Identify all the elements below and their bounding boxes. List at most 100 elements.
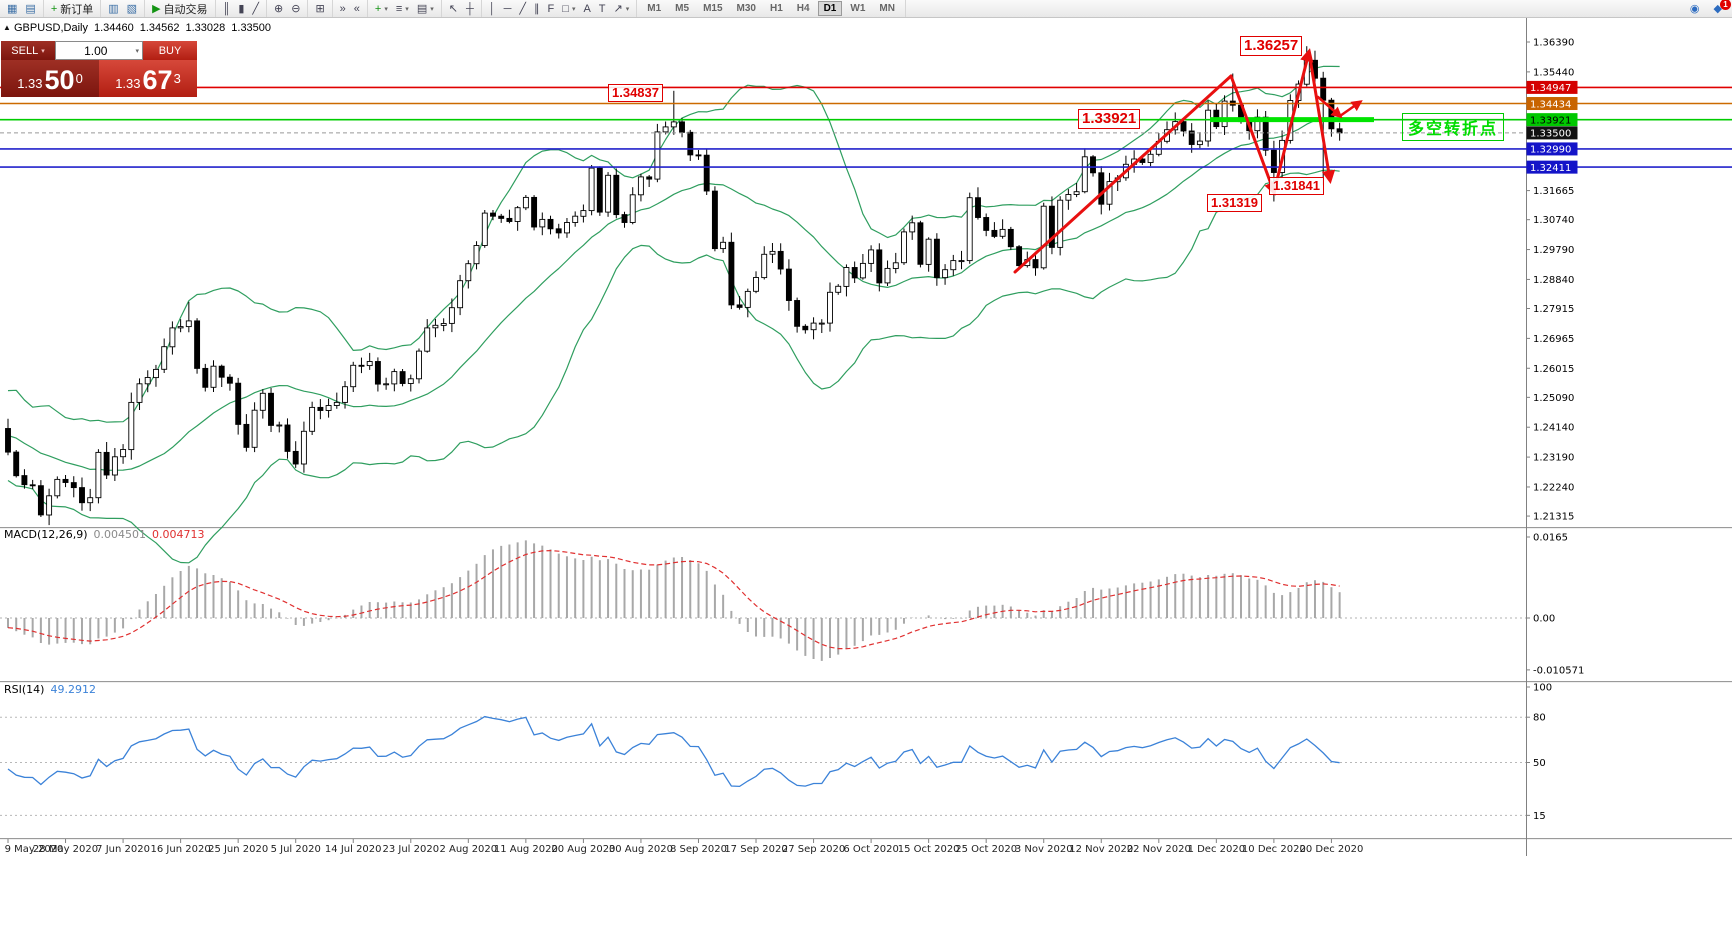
candle [744,288,751,318]
label-icon-icon: T [598,2,606,15]
macd-signal-line [7,549,1340,650]
autotrading-button[interactable]: ▶ 自动交易 [148,1,211,17]
trendline-icon[interactable]: ╱ [515,1,530,17]
indicators-button[interactable]: + ▾ [371,1,392,17]
bar-chart-mode-icon[interactable]: ║ [219,1,235,17]
vertical-line-icon[interactable]: │ [485,1,500,17]
timeframe-d1[interactable]: D1 [817,1,843,16]
sell-dropdown-icon[interactable]: ▾ [41,47,45,55]
templates-button[interactable]: ▤ ▾ [413,1,438,17]
trendline-object[interactable] [1272,48,1314,194]
rsi-axis-label: 15 [1533,811,1546,822]
macd-panel[interactable]: 0.0165 0.00 -0.010571 MACD(12,26,9) 0.004501… [0,528,1584,676]
timeframe-mn[interactable]: MN [879,3,895,14]
timeframe-m1[interactable]: M1 [647,3,662,14]
fibonacci-icon[interactable]: F [544,1,559,17]
candle [153,364,159,387]
buy-button[interactable]: 1.33 67 3 [99,60,197,97]
candle [572,211,579,227]
candle [21,469,28,489]
notifications-icon[interactable]: ◆ 1 [1710,0,1731,17]
price-tick-label: 1.24140 [1533,423,1574,434]
community-icon[interactable]: ◉ [1686,1,1704,17]
navigator-icon[interactable]: ▧ [123,1,141,17]
sell-label: SELL ▾ [1,41,55,60]
timeframe-m30[interactable]: M30 [736,3,756,14]
price-axis[interactable]: 1.36390 1.35440 1.31665 1.30740 1.29790 1.288… [1526,38,1578,523]
candle [194,318,201,374]
auto-scroll-icon[interactable]: » [336,1,350,17]
profiles-icon[interactable]: ▤ [21,1,39,17]
candle [120,444,127,464]
tile-windows-icon[interactable]: ⊞ [311,1,328,17]
price-tick-label: 1.23190 [1533,453,1574,464]
candle [399,369,406,387]
candle [448,298,455,333]
rsi-panel[interactable]: 100 80 50 15 RSI(14) 49.2912 [0,683,1552,822]
trendline-object[interactable] [1229,74,1278,196]
cursor-icon[interactable]: ↖ [445,1,462,17]
price-badge-label: 1.34947 [1530,83,1571,94]
arrows-icon[interactable]: ↗ ▾ [610,1,634,17]
channel-icon[interactable]: ∥ [530,1,544,17]
price-badge [1526,126,1578,140]
candle [440,318,447,332]
candlestick-mode-icon[interactable]: ▮ [234,1,248,17]
new-order-button[interactable]: + 新订单 [47,1,97,17]
candlestick-series[interactable] [5,46,1343,526]
zoom-in-icon[interactable]: ⊕ [270,1,287,17]
periods-icon: ≡ [395,2,403,15]
date-tick-label: 25 Oct 2020 [955,844,1017,855]
volume-dropdown-icon[interactable]: ▾ [135,47,139,55]
timeframe-h1[interactable]: H1 [769,3,783,14]
new-order-button-label: 新订单 [60,3,94,16]
panel-separators[interactable] [0,18,1732,856]
timeframe-m5[interactable]: M5 [675,3,690,14]
periods-button[interactable]: ≡ ▾ [392,1,413,17]
price-tick-label: 1.27915 [1533,304,1574,315]
line-chart-mode-icon[interactable]: ╱ [248,1,263,17]
toolbar-group: M1 M5 M15 M30 H1 H4 D1 W1 MN [637,0,906,17]
rsi-axis-label: 80 [1533,713,1546,724]
candle [243,414,250,452]
timeframe-w1[interactable]: W1 [850,3,866,14]
trendline-object[interactable] [1013,74,1233,274]
shapes-icon[interactable]: □ ▾ [558,1,579,17]
label-icon[interactable]: T [595,1,610,17]
date-tick-label: 27 Sep 2020 [782,844,845,855]
horizontal-lines[interactable] [0,86,1732,168]
candle [859,254,866,280]
crosshair-icon[interactable]: ┼ [462,1,478,17]
cursor-icon-icon: ↖ [448,2,458,15]
candle [210,360,217,392]
buy-price-small: 1.33 [115,76,141,91]
candle [950,254,957,276]
trendline-object[interactable] [1316,95,1343,119]
timeframe-h4[interactable]: H4 [796,3,810,14]
date-tick-label: 10 Dec 2020 [1242,844,1306,855]
new-chart-icon[interactable]: ▦ [3,1,21,17]
trendline-object[interactable] [1338,100,1363,118]
timeframe-m15[interactable]: M15 [703,3,723,14]
zoom-out-icon[interactable]: ⊖ [287,1,304,17]
candle [1048,196,1055,255]
date-tick-label: 17 Sep 2020 [724,844,787,855]
candle [424,319,431,353]
chart-shift-icon[interactable]: « [350,1,364,17]
market-watch-icon[interactable]: ▥ [104,1,122,17]
volume-input[interactable] [56,42,136,59]
candle [276,421,283,433]
horizontal-line-icon[interactable]: ─ [500,1,516,17]
candle [498,213,505,223]
trendline-object[interactable] [1307,50,1336,184]
candle [473,241,480,270]
sell-button[interactable]: 1.33 50 0 [1,60,99,97]
candle [481,210,488,248]
candle [785,259,792,311]
text-icon[interactable]: A [579,1,594,17]
price-tick-label: 1.21315 [1533,512,1574,523]
trendline-annotations[interactable] [1013,48,1363,274]
indicators-icon: + [374,2,382,15]
price-badge [1526,80,1578,94]
